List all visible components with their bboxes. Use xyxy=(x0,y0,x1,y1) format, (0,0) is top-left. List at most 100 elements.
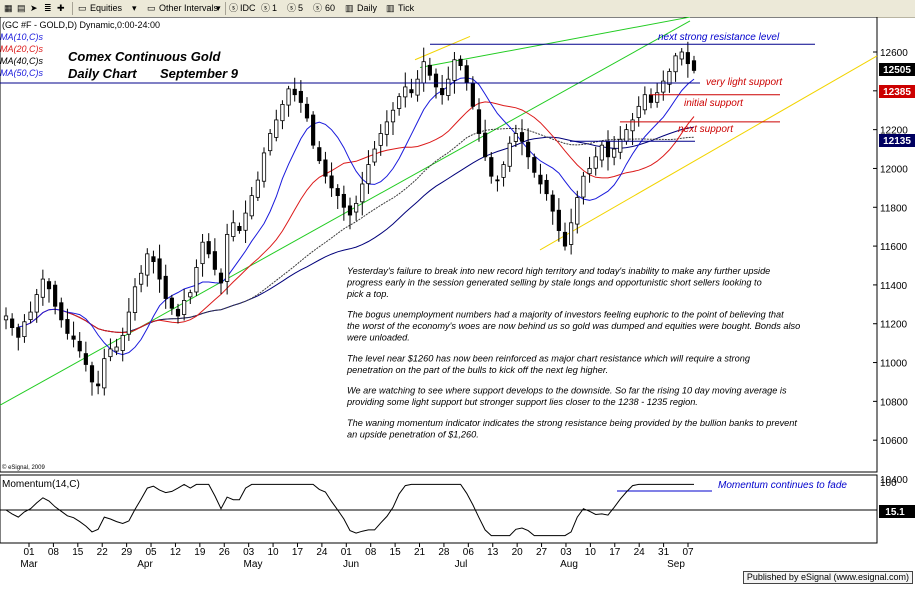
ma20-line xyxy=(24,101,695,334)
candle-body xyxy=(28,311,33,321)
candle-body xyxy=(347,205,353,216)
price-badge-2: 12385 xyxy=(879,85,915,98)
svg-text:15.1: 15.1 xyxy=(885,507,905,518)
other-intervals-menu[interactable]: Other Intervals xyxy=(159,3,219,13)
candle-body xyxy=(550,194,555,212)
candle-body xyxy=(532,157,537,173)
x-tick-label: 06 xyxy=(463,547,475,558)
x-tick-label: 12 xyxy=(170,547,182,558)
interval-tick-button[interactable]: Tick xyxy=(398,3,415,13)
commentary-line: an upside penetration of $1,260. xyxy=(347,429,479,439)
commentary-line: the worst of the economy's woes are now … xyxy=(347,321,800,331)
x-tick-label: 20 xyxy=(512,547,524,558)
price-chart[interactable]: 1260012400122001200011800116001140011200… xyxy=(0,17,915,570)
momentum-line xyxy=(5,483,694,537)
candle-body xyxy=(458,58,463,66)
month-label: Jun xyxy=(343,559,359,570)
commentary-line: were unloaded. xyxy=(347,333,410,343)
candle-body xyxy=(139,272,144,285)
x-tick-label: 17 xyxy=(609,547,621,558)
x-tick-label: 22 xyxy=(97,547,109,558)
candle-body xyxy=(46,281,52,290)
candle-body xyxy=(366,164,371,185)
clock-icon: ⓢ xyxy=(229,3,239,13)
candle-body xyxy=(212,251,217,270)
candle-body xyxy=(562,231,568,247)
interval-60-button[interactable]: 60 xyxy=(325,3,336,13)
clock-icon: ⓢ xyxy=(287,3,297,13)
candle-body xyxy=(157,258,162,280)
candle-body xyxy=(354,202,359,213)
candle-body xyxy=(40,278,45,298)
x-tick-label: 10 xyxy=(268,547,280,558)
chart-icon[interactable]: ▦ xyxy=(4,3,13,13)
candle-body xyxy=(237,225,242,231)
chevron-down-icon[interactable]: ▾ xyxy=(216,3,221,13)
y-tick-label: 11200 xyxy=(880,320,908,331)
candle-body xyxy=(175,308,181,317)
x-tick-label: 10 xyxy=(585,547,597,558)
candle-body xyxy=(120,334,125,351)
x-tick-label: 13 xyxy=(487,547,499,558)
candle-body xyxy=(624,129,629,142)
chevron-down-icon[interactable]: ▾ xyxy=(132,3,137,13)
candle-body xyxy=(231,222,236,237)
x-tick-label: 21 xyxy=(414,547,426,558)
candle-body xyxy=(22,321,27,338)
candle-body xyxy=(667,71,672,85)
momentum-last-badge: 15.1 xyxy=(879,505,915,518)
uptrend-line-upper xyxy=(419,17,691,69)
light-support-label: very light support xyxy=(706,77,783,88)
equities-menu[interactable]: Equities xyxy=(90,3,123,13)
price-badge-last: 12505 xyxy=(879,63,915,76)
ma10-line xyxy=(18,77,695,356)
candle-body xyxy=(145,253,150,276)
month-label: Jul xyxy=(455,559,468,570)
commentary-text: Yesterday's failure to break into new re… xyxy=(346,266,800,439)
interval-1-button[interactable]: 1 xyxy=(272,3,278,13)
candle-body xyxy=(182,300,187,315)
interval-5-button[interactable]: 5 xyxy=(298,3,304,13)
y-tick-label: 11800 xyxy=(880,203,908,214)
resistance-label: next strong resistance level xyxy=(658,32,780,43)
candle-body xyxy=(298,90,303,103)
initial-support-label: initial support xyxy=(684,98,744,109)
support-channel-line xyxy=(539,55,878,251)
candle-body xyxy=(526,141,531,158)
candle-body xyxy=(53,284,58,307)
candle-body xyxy=(538,174,543,185)
y-tick-label: 12600 xyxy=(880,48,908,59)
candle-body xyxy=(495,179,500,182)
folder-icon[interactable]: ▤ xyxy=(17,3,26,13)
x-tick-label: 07 xyxy=(682,547,694,558)
candle-body xyxy=(108,348,113,358)
candle-body xyxy=(83,353,88,365)
y-tick-label: 10600 xyxy=(880,436,908,447)
month-label: Sep xyxy=(667,559,685,570)
candle-body xyxy=(452,59,457,81)
commentary-line: The bogus unemployment numbers had a maj… xyxy=(347,310,784,320)
clock-icon: ⓢ xyxy=(313,3,323,13)
candle-body xyxy=(3,315,9,321)
x-tick-label: 08 xyxy=(48,547,60,558)
x-tick-label: 08 xyxy=(365,547,377,558)
interval-idc-button[interactable]: IDC xyxy=(240,3,256,13)
candle-body xyxy=(218,272,224,284)
y-tick-label: 10400 xyxy=(880,475,908,486)
clock-icon: ⓢ xyxy=(261,3,271,13)
ma10-legend: MA(10,C)s xyxy=(0,32,44,42)
candle-body xyxy=(77,340,82,352)
crosshair-icon[interactable]: ✚ xyxy=(57,3,65,13)
momentum-tick-100: 100 xyxy=(880,478,897,489)
x-tick-label: 27 xyxy=(536,547,548,558)
list-icon[interactable]: ≣ xyxy=(44,3,52,13)
candle-body xyxy=(501,164,506,178)
candle-body xyxy=(317,147,322,162)
ma50-legend: MA(50,C)s xyxy=(0,68,44,78)
pointer-icon[interactable]: ➤ xyxy=(30,3,38,13)
candle-body xyxy=(483,132,488,158)
candle-body xyxy=(655,92,660,103)
candle-body xyxy=(581,175,586,198)
candle-body xyxy=(427,64,432,76)
interval-daily-button[interactable]: Daily xyxy=(357,3,378,13)
